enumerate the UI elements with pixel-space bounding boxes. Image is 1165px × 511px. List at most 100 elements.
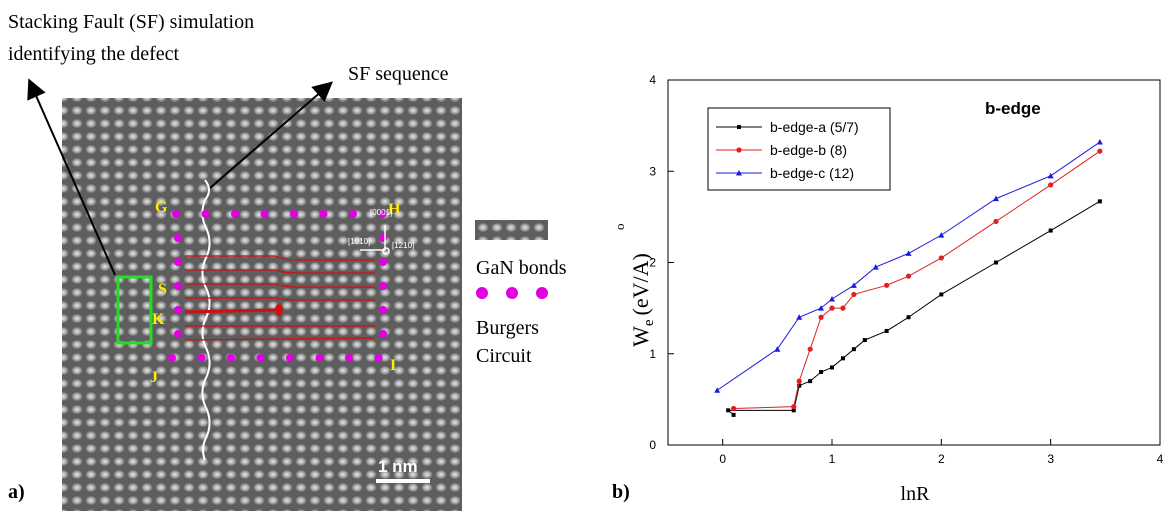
stem-image — [62, 98, 462, 511]
sf-line — [201, 179, 211, 461]
marker — [797, 383, 802, 388]
circuit-dot — [319, 210, 328, 218]
marker — [731, 412, 736, 417]
axis-labels: [0001] [1010] [1210] — [348, 208, 414, 250]
axis-label: [1010] — [348, 237, 370, 246]
marker — [1097, 199, 1102, 204]
bond-lines — [184, 255, 376, 341]
marker — [840, 356, 845, 361]
marker — [796, 314, 803, 320]
marker — [737, 125, 741, 129]
marker — [884, 282, 890, 288]
x-axis-label: lnR — [901, 483, 931, 505]
marker — [938, 232, 945, 238]
y-label-main: W — [628, 326, 653, 347]
marker — [829, 296, 835, 302]
marker — [851, 347, 856, 352]
burgers-vector — [184, 308, 279, 314]
marker — [905, 250, 912, 256]
marker — [714, 387, 721, 393]
x-tick-label: 4 — [1157, 452, 1164, 466]
marker — [939, 292, 944, 297]
circuit-dot — [379, 330, 387, 338]
caption: identifying the defect — [8, 43, 179, 65]
marker — [1048, 228, 1053, 233]
marker — [905, 273, 912, 279]
marker — [829, 305, 835, 311]
marker — [807, 346, 813, 352]
legend-label: b-edge-b (8) — [770, 142, 847, 158]
circuit-dot — [197, 354, 206, 362]
legend-dots — [476, 287, 548, 299]
sf-box — [116, 275, 153, 345]
circuit-dot — [379, 258, 387, 266]
marker — [993, 195, 999, 202]
legend-text: GaN bonds — [476, 257, 567, 279]
burgers-vector-head — [275, 304, 283, 316]
circuit-dot — [201, 210, 210, 218]
point-label: J — [150, 369, 158, 386]
y-tick-label: 3 — [649, 164, 656, 178]
circuit-dot — [374, 354, 383, 362]
caption: Stacking Fault (SF) simulation — [8, 11, 254, 33]
marker — [791, 408, 796, 413]
marker — [736, 147, 742, 153]
marker — [1097, 148, 1103, 154]
marker — [818, 305, 825, 311]
series-line — [733, 150, 1101, 409]
point-labels: G H S K J I — [150, 199, 401, 386]
circuit-dots — [168, 210, 387, 362]
circuit-dot — [231, 210, 239, 218]
marker — [1047, 172, 1054, 179]
circuit-dot — [174, 234, 182, 242]
marker — [791, 404, 797, 410]
crystal-axes — [360, 225, 390, 255]
circuit-dot — [174, 282, 182, 290]
legend-label: b-edge-a (5/7) — [770, 119, 859, 135]
panel-label: b) — [612, 481, 630, 503]
marker — [830, 365, 834, 370]
y-label-unit: (eV/A) — [628, 253, 653, 315]
y-tick-label: 4 — [649, 73, 656, 87]
marker — [840, 305, 846, 311]
x-tick-label: 3 — [1047, 452, 1054, 466]
arrow — [209, 81, 334, 189]
marker — [851, 291, 857, 298]
circuit-dot — [379, 306, 387, 314]
circuit-dot — [174, 306, 182, 314]
marker — [796, 378, 802, 384]
marker — [993, 218, 999, 225]
axis-label: [0001] — [370, 208, 392, 217]
legend-text: Burgers — [476, 317, 539, 339]
marker — [736, 170, 742, 176]
marker — [1096, 139, 1103, 145]
point-label: K — [152, 311, 165, 328]
y-axis-label: We (eV/A) — [628, 253, 657, 347]
y-tick-label: 0 — [649, 438, 656, 452]
circuit-dot — [227, 354, 235, 362]
marker — [862, 338, 867, 343]
circuit-dot — [378, 210, 387, 218]
legend-label: b-edge-c (12) — [770, 165, 854, 181]
point-label: S — [158, 281, 167, 298]
arrow — [27, 78, 116, 276]
legend-text: Circuit — [476, 345, 532, 367]
marker — [884, 328, 889, 333]
circuit-dot — [345, 354, 353, 362]
circuit-dot — [286, 354, 294, 362]
scale-label: 1 nm — [378, 457, 418, 476]
y-label-ring: o — [612, 224, 627, 231]
circuit-dot — [172, 210, 180, 218]
marker — [850, 282, 857, 288]
image-strip — [475, 220, 548, 240]
sf-label: SF sequence — [348, 63, 449, 85]
marker — [1048, 182, 1054, 188]
circuit-dot — [349, 210, 357, 218]
circuit-dot — [290, 210, 298, 218]
panel-label: a) — [8, 481, 25, 503]
marker — [938, 255, 944, 261]
circuit-dot — [379, 234, 387, 242]
y-label-sub: e — [641, 319, 657, 326]
circuit-dot — [260, 210, 269, 218]
